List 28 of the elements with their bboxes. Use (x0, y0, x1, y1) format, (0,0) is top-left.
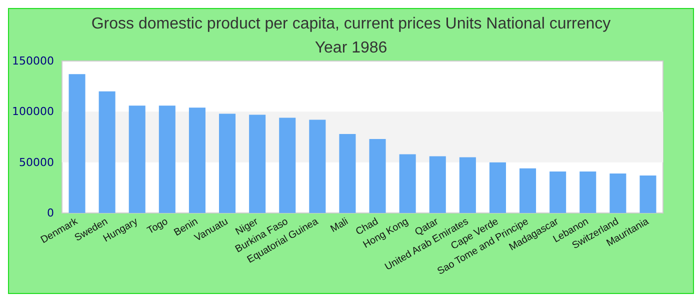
chart-title: Gross domestic product per capita, current prices Units National currency (91, 16, 611, 32)
bar (188, 108, 206, 213)
x-tick-label: Mali (328, 216, 350, 235)
bar (279, 118, 296, 213)
bar (98, 91, 116, 213)
bar (128, 106, 146, 213)
x-tick-label: Togo (146, 216, 170, 237)
bar (339, 134, 356, 213)
bar (219, 114, 236, 213)
y-tick-label: 150000 (12, 54, 54, 68)
bar (309, 120, 326, 213)
bar (249, 114, 266, 213)
y-tick-label: 50000 (18, 156, 54, 169)
bar (640, 176, 656, 213)
bar (580, 171, 596, 213)
bar (399, 154, 416, 213)
y-tick-label: 100000 (12, 105, 54, 118)
bar (489, 162, 506, 213)
y-tick-label: 0 (46, 206, 54, 220)
bar (610, 173, 626, 213)
bar (550, 171, 566, 213)
chart-subtitle: Year 1986 (314, 40, 388, 56)
bar (520, 168, 536, 213)
bar (459, 157, 476, 213)
bar (429, 156, 446, 213)
bar (68, 74, 86, 213)
bar (158, 106, 176, 213)
bar (369, 139, 386, 213)
